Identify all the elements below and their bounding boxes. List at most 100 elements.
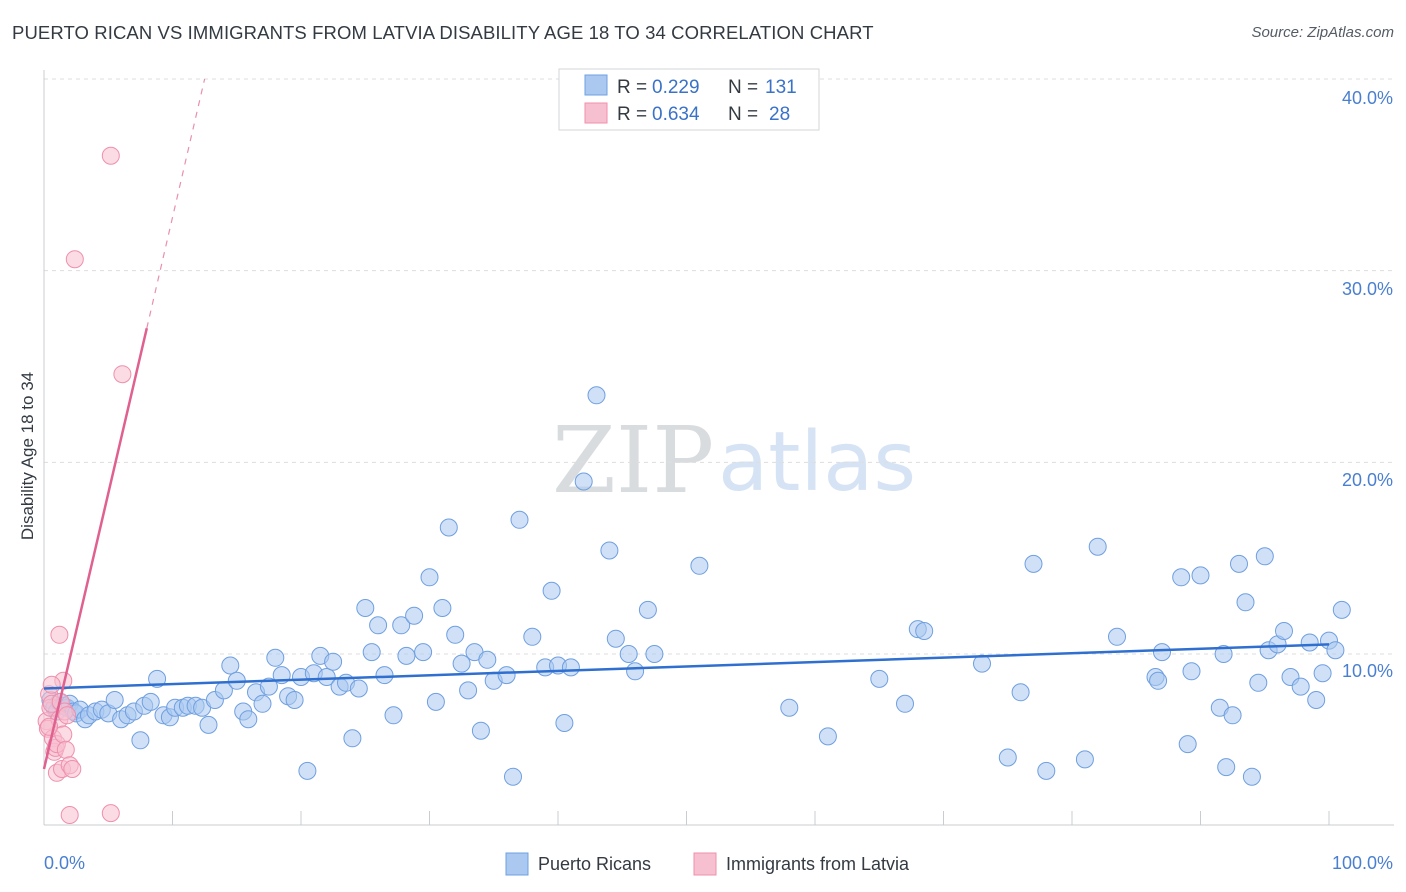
- puerto-ricans-point-38: [253, 694, 272, 713]
- chart-title: PUERTO RICAN VS IMMIGRANTS FROM LATVIA D…: [12, 22, 874, 43]
- puerto-ricans-point-116: [1223, 706, 1242, 725]
- puerto-ricans-point-65: [433, 599, 452, 617]
- latvia-point-19: [42, 675, 61, 694]
- x-tick-label-max: 100.0%: [1332, 853, 1393, 873]
- puerto-ricans-point-56: [369, 616, 388, 635]
- puerto-ricans-point-84: [587, 386, 606, 405]
- puerto-ricans-point-117: [1230, 554, 1248, 573]
- latvia-point-25: [113, 365, 132, 384]
- puerto-ricans-point-68: [452, 654, 471, 673]
- puerto-ricans-point-43: [285, 691, 304, 709]
- puerto-ricans-point-111: [1182, 662, 1201, 681]
- latvia-point-22: [63, 760, 82, 778]
- puerto-ricans-point-86: [606, 629, 625, 648]
- latvia-point-27: [101, 804, 120, 823]
- puerto-ricans-point-58: [384, 706, 403, 725]
- x-axis-ticks: [172, 811, 1330, 825]
- puerto-ricans-point-124: [1275, 622, 1293, 640]
- puerto-ricans-point-90: [645, 645, 664, 663]
- puerto-ricans-point-99: [998, 748, 1017, 767]
- grid-lines: [44, 78, 1394, 655]
- stats-n-label-pink: N =: [728, 104, 758, 125]
- puerto-ricans-point-112: [1191, 566, 1210, 585]
- puerto-ricans-point-89: [638, 600, 657, 619]
- stats-r-value-blue: 0.229: [652, 77, 700, 98]
- trend-line-latvia: [42, 327, 149, 770]
- trend-lines: [42, 78, 1330, 770]
- puerto-ricans-point-103: [1075, 750, 1094, 769]
- puerto-ricans-point-127: [1300, 633, 1319, 652]
- puerto-ricans-point-121: [1255, 547, 1274, 566]
- puerto-ricans-point-15: [105, 691, 124, 709]
- legend-swatch-immigrants-from-latvia: [693, 852, 717, 876]
- puerto-ricans-point-101: [1024, 554, 1043, 573]
- stats-n-value-pink: 28: [769, 104, 790, 125]
- puerto-ricans-point-114: [1214, 645, 1233, 663]
- trend-line-latvia-extension: [146, 78, 206, 329]
- puerto-ricans-point-53: [349, 679, 368, 698]
- puerto-ricans-point-110: [1178, 735, 1197, 754]
- puerto-ricans-point-76: [510, 510, 529, 529]
- trend-line-puerto-ricans: [43, 643, 1330, 690]
- latvia-point-17: [50, 625, 69, 644]
- latvia-point-16: [58, 706, 77, 725]
- puerto-ricans-point-72: [478, 650, 497, 669]
- latvia-point-15: [56, 740, 75, 759]
- puerto-ricans-point-60: [397, 646, 416, 665]
- puerto-ricans-point-30: [199, 715, 218, 734]
- puerto-ricans-point-85: [600, 541, 619, 560]
- puerto-ricans-point-67: [446, 625, 465, 644]
- puerto-ricans-point-87: [619, 645, 638, 663]
- puerto-ricans-point-92: [780, 698, 799, 717]
- puerto-ricans-point-48: [317, 668, 336, 686]
- stats-r-label-blue: R =: [617, 77, 647, 98]
- stats-r-value-pink: 0.634: [652, 104, 700, 125]
- stats-swatch-pink: [584, 102, 608, 124]
- legend: Puerto Ricans Immigrants from Latvia: [505, 852, 910, 876]
- puerto-ricans-point-107: [1149, 671, 1168, 690]
- puerto-ricans-point-77: [523, 627, 542, 646]
- y-tick-labels: 40.0% 30.0% 20.0% 10.0%: [1342, 88, 1393, 681]
- puerto-ricans-point-61: [405, 606, 424, 625]
- puerto-ricans-point-82: [561, 658, 580, 677]
- puerto-ricans-point-55: [362, 643, 381, 662]
- puerto-ricans-point-33: [221, 656, 240, 675]
- puerto-ricans-point-19: [131, 731, 150, 750]
- stats-r-label-pink: R =: [617, 104, 647, 125]
- puerto-ricans-point-104: [1088, 537, 1107, 556]
- y-axis-label: Disability Age 18 to 34: [18, 372, 37, 540]
- puerto-ricans-point-108: [1153, 643, 1171, 662]
- latvia-point-23: [101, 146, 120, 165]
- puerto-ricans-point-39: [259, 677, 278, 696]
- puerto-ricans-point-81: [555, 714, 574, 732]
- y-tick-label-20: 20.0%: [1342, 470, 1393, 490]
- puerto-ricans-point-118: [1236, 593, 1255, 612]
- y-tick-label-30: 30.0%: [1342, 279, 1393, 299]
- puerto-ricans-point-126: [1291, 677, 1310, 696]
- puerto-ricans-point-88: [626, 662, 645, 681]
- puerto-ricans-point-69: [459, 681, 478, 700]
- source-credit: Source: ZipAtlas.com: [1251, 24, 1394, 41]
- puerto-ricans-point-74: [497, 666, 516, 685]
- puerto-ricans-point-36: [239, 710, 258, 729]
- puerto-ricans-point-66: [439, 518, 458, 537]
- y-tick-label-40: 40.0%: [1342, 88, 1393, 108]
- puerto-ricans-point-57: [375, 666, 394, 685]
- y-tick-label-10: 10.0%: [1342, 661, 1393, 681]
- watermark-zip: ZIP: [552, 407, 714, 514]
- stats-n-value-blue: 131: [765, 77, 797, 98]
- puerto-ricans-point-97: [915, 622, 934, 640]
- legend-swatch-puerto-ricans: [505, 852, 529, 876]
- puerto-ricans-point-128: [1307, 691, 1326, 709]
- puerto-ricans-point-63: [420, 568, 439, 587]
- latvia-point-24: [65, 250, 84, 269]
- puerto-ricans-point-21: [141, 692, 160, 711]
- puerto-ricans-point-109: [1172, 568, 1191, 587]
- puerto-ricans-point-120: [1249, 673, 1268, 692]
- stats-n-label-blue: N =: [728, 77, 758, 98]
- legend-label-puerto-ricans: Puerto Ricans: [538, 854, 651, 874]
- puerto-ricans-point-45: [298, 761, 317, 780]
- puerto-ricans-point-79: [542, 581, 561, 600]
- puerto-ricans-point-22: [148, 669, 167, 688]
